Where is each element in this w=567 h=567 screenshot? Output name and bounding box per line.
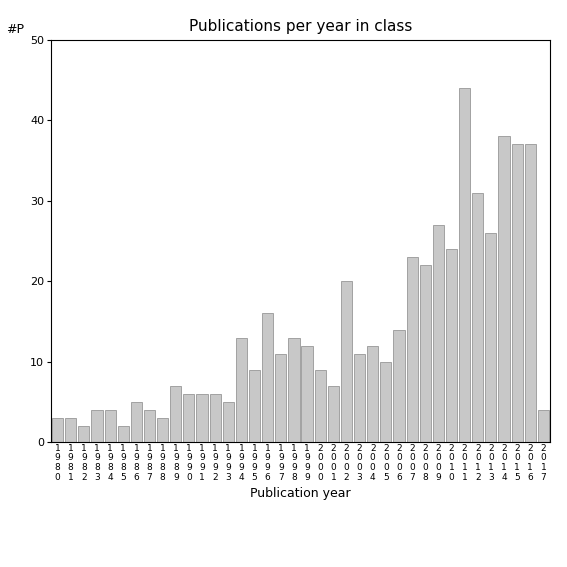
Bar — [485, 233, 497, 442]
Bar — [433, 225, 444, 442]
Bar — [275, 354, 286, 442]
Bar — [538, 410, 549, 442]
Bar — [302, 346, 312, 442]
Bar — [118, 426, 129, 442]
Bar — [446, 249, 457, 442]
Bar — [511, 145, 523, 442]
Bar — [262, 314, 273, 442]
Title: Publications per year in class: Publications per year in class — [189, 19, 412, 35]
Bar — [341, 281, 352, 442]
Bar — [104, 410, 116, 442]
Bar — [196, 394, 208, 442]
Bar — [498, 136, 510, 442]
Bar — [315, 370, 326, 442]
Bar — [249, 370, 260, 442]
Bar — [367, 346, 378, 442]
Bar — [524, 145, 536, 442]
Bar — [210, 394, 221, 442]
Bar — [170, 386, 181, 442]
Text: #P: #P — [6, 23, 24, 36]
Bar — [52, 418, 63, 442]
Bar — [420, 265, 431, 442]
Bar — [78, 426, 90, 442]
Bar — [65, 418, 77, 442]
Bar — [407, 257, 418, 442]
Bar — [380, 362, 391, 442]
Bar — [354, 354, 365, 442]
Bar — [157, 418, 168, 442]
Bar — [289, 337, 299, 442]
Bar — [223, 402, 234, 442]
X-axis label: Publication year: Publication year — [250, 487, 351, 500]
Bar — [328, 386, 339, 442]
Bar — [472, 193, 483, 442]
Bar — [236, 337, 247, 442]
Bar — [183, 394, 194, 442]
Bar — [459, 88, 470, 442]
Bar — [144, 410, 155, 442]
Bar — [393, 329, 405, 442]
Bar — [131, 402, 142, 442]
Bar — [91, 410, 103, 442]
